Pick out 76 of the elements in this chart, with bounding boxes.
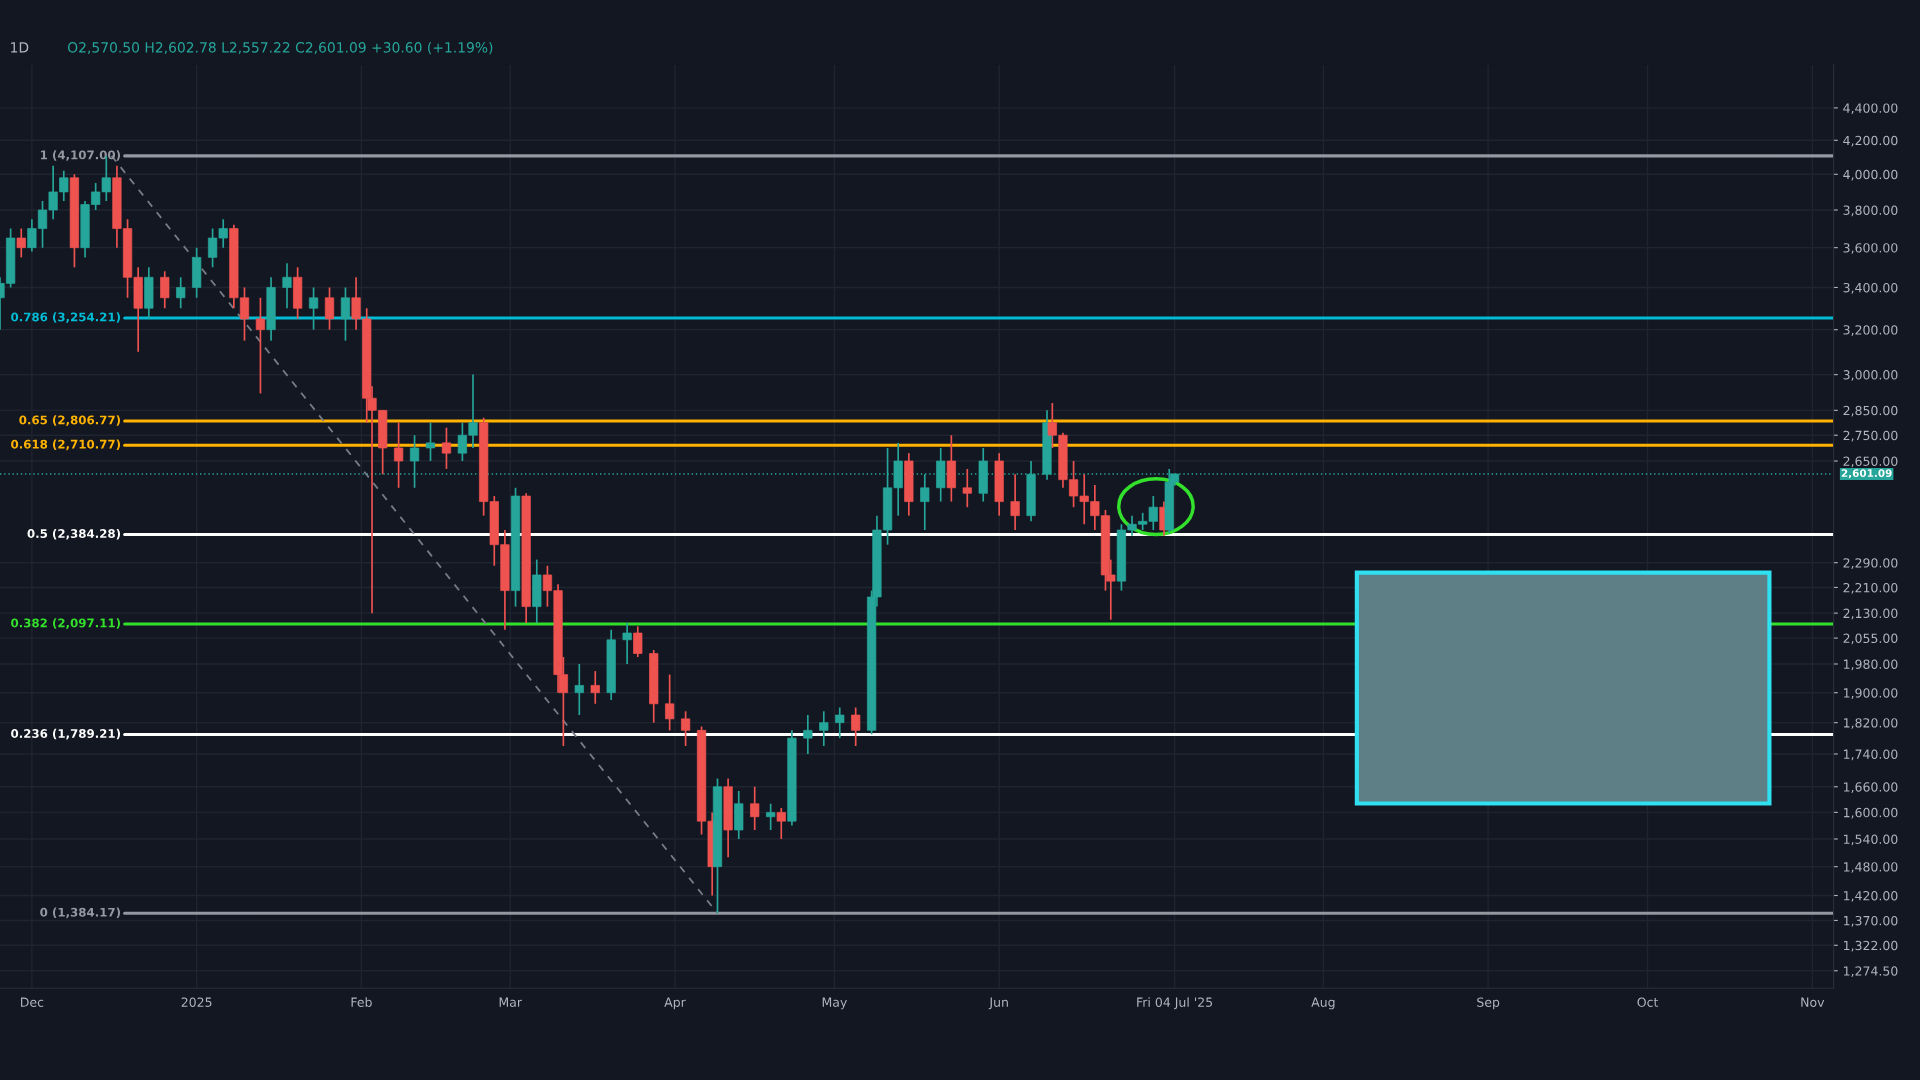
y-tick-label: 4,400.00 [1843,103,1898,115]
y-tick-label: 3,800.00 [1843,205,1898,217]
y-tick-label: 2,055.00 [1843,633,1898,645]
candlestick [835,706,845,739]
y-tick-label: 1,900.00 [1844,688,1898,699]
y-tick-label: 4,000.00 [1843,169,1898,181]
candlestick [425,421,436,462]
ref-line-label: 0.618 (2,710.77) [11,439,121,451]
x-tick-label: Jun [988,997,1008,1010]
x-tick-label: May [822,997,847,1010]
y-tick-label: 1,980.00 [1844,659,1898,671]
y-tick-label: 2,750.00 [1843,430,1898,442]
candlestick [308,286,319,331]
ref-line-label: 2,601.09 [1841,469,1892,479]
ref-line-label: 0.786 (3,254.21) [11,312,121,323]
y-tick-label: 4,200.00 [1843,135,1898,147]
y-tick-label: 2,650.00 [1843,456,1898,468]
candlestick [324,286,335,331]
x-tick-label: Fri 04 Jul '25 [1137,997,1213,1010]
y-tick-label: 2,290.00 [1843,558,1898,569]
y-tick-label: 1,274.50 [1844,966,1898,977]
y-tick-label: 2,210.00 [1843,582,1898,594]
y-tick-label: 1,660.00 [1844,782,1898,793]
y-tick-label: 1,322.00 [1844,940,1898,952]
candlestick [962,468,972,509]
x-tick-label: Apr [664,997,686,1010]
ref-line-label: 0.382 (2,097.11) [11,618,121,629]
candlestick [160,270,170,310]
candlestick [681,710,691,747]
y-tick-label: 3,600.00 [1843,243,1898,254]
x-tick-label: Nov [1801,997,1825,1007]
y-tick-label: 1,370.00 [1844,915,1898,927]
y-tick-label: 1,480.00 [1844,862,1898,873]
x-tick-label: Oct [1637,997,1659,1007]
candlestick [633,625,643,658]
candlestick [851,706,861,747]
x-tick-label: Dec [21,997,44,1007]
ref-line-label: 0.5 (2,384.28) [27,528,121,540]
candlestick [394,421,404,489]
y-tick-label: 1,540.00 [1844,834,1898,846]
ref-line-label: 1 (4,107.00) [40,150,121,161]
x-tick-label: Mar [499,997,523,1007]
candlestick [590,670,600,705]
candlestick [622,622,632,665]
ref-line-label: 0.236 (1,789.21) [11,728,121,740]
y-tick-label: 1,420.00 [1844,890,1898,902]
y-tick-label: 1,740.00 [1844,749,1898,761]
candlestick [16,227,26,259]
y-tick-label: 2,850.00 [1843,405,1898,417]
ref-line-label: 0 (1,384.17) [40,907,121,919]
candlestick [1010,473,1020,531]
y-tick-label: 3,000.00 [1843,370,1898,381]
text: 1D [11,42,29,53]
text: O2,570.50 H2,602.78 L2,557.22 C2,601.09 +30.60 (+1.19%) [67,41,493,55]
x-tick-label: Aug [1311,997,1335,1010]
candlestick [803,714,813,755]
y-tick-label: 3,400.00 [1843,282,1898,294]
x-tick-label: 2025 [181,997,212,1007]
candlestick [340,286,351,342]
candlestick [255,296,266,395]
candlestick [766,802,776,831]
ref-line-label: 0.65 (2,806.77) [19,415,121,426]
candlestick [282,262,292,310]
candlestick [176,276,186,310]
candlestick [574,663,584,716]
candlestick [441,426,452,470]
candlestick [776,807,786,840]
candlestick [665,673,675,732]
x-tick-label: Feb [351,997,372,1007]
y-tick-label: 3,200.00 [1843,325,1898,336]
x-tick-label: Sep [1477,997,1500,1010]
y-tick-label: 2,130.00 [1843,608,1898,620]
y-tick-label: 1,820.00 [1844,718,1898,729]
candlestick [819,710,829,747]
candlestick [750,785,760,831]
y-tick-label: 1,600.00 [1844,807,1898,819]
